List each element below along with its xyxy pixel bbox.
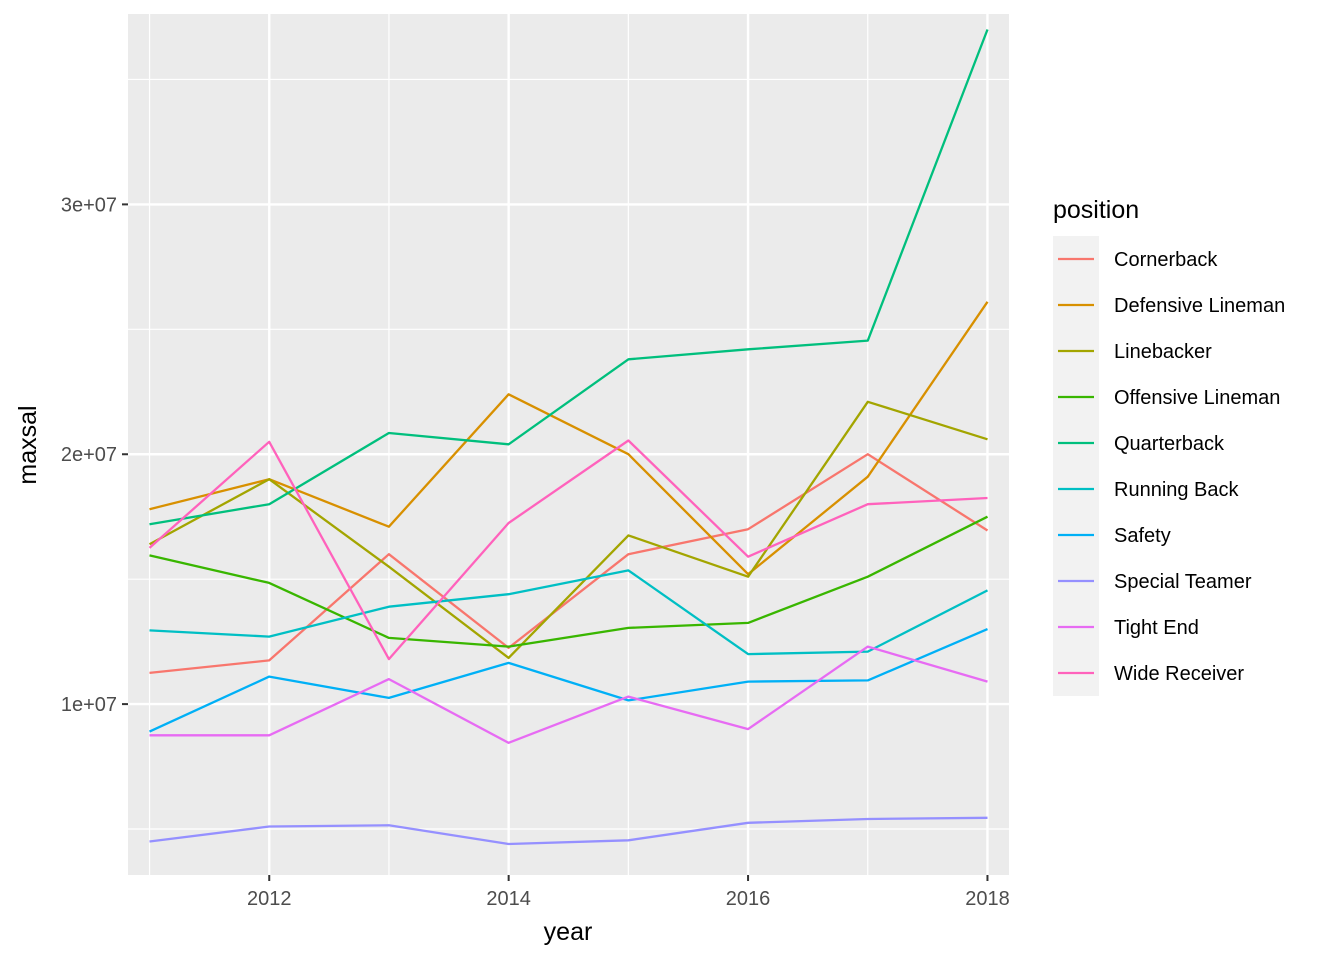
series-line-defensive-lineman: [149, 301, 989, 576]
legend-label: Tight End: [1114, 617, 1199, 639]
legend-label: Linebacker: [1114, 341, 1212, 363]
x-tick-label: 2016: [726, 888, 771, 910]
legend-item-quarterback: Quarterback: [1058, 433, 1225, 455]
legend-item-safety: Safety: [1058, 525, 1171, 547]
legend-item-running-back: Running Back: [1058, 479, 1240, 501]
legend-label: Special Teamer: [1114, 571, 1252, 593]
legend-label: Wide Receiver: [1114, 663, 1244, 685]
x-axis: 2012 2014 2016 2018: [247, 875, 1010, 910]
series-line-cornerback: [149, 453, 989, 675]
series-line-offensive-lineman: [149, 515, 989, 648]
legend-key-background: [1053, 236, 1099, 696]
legend-item-cornerback: Cornerback: [1058, 249, 1218, 271]
x-axis-title: year: [544, 918, 593, 946]
legend-item-wide-receiver: Wide Receiver: [1058, 663, 1244, 685]
y-tick-label: 1e+07: [61, 694, 117, 716]
y-axis-title: maxsal: [14, 405, 42, 484]
series-line-quarterback: [149, 29, 989, 526]
series-line-tight-end: [149, 645, 988, 744]
legend-item-linebacker: Linebacker: [1058, 341, 1212, 363]
x-tick-label: 2018: [965, 888, 1010, 910]
y-tick-label: 2e+07: [61, 444, 117, 466]
legend-title: position: [1053, 196, 1139, 224]
legend-label: Running Back: [1114, 479, 1240, 501]
legend-item-offensive-lineman: Offensive Lineman: [1058, 387, 1280, 409]
legend: position Cornerback Defensive Lineman Line…: [1053, 196, 1285, 696]
legend-items: Cornerback Defensive Lineman Linebacker Off…: [1058, 249, 1285, 685]
plot-panel: [128, 14, 1009, 875]
y-axis: 1e+07 2e+07 3e+07: [61, 194, 128, 716]
series-line-safety: [149, 628, 988, 733]
legend-item-special-teamer: Special Teamer: [1058, 571, 1252, 593]
legend-label: Quarterback: [1114, 433, 1225, 455]
x-tick-label: 2012: [247, 888, 292, 910]
minor-gridlines: [128, 14, 1009, 875]
series-line-special-teamer: [149, 816, 988, 846]
legend-label: Defensive Lineman: [1114, 295, 1285, 317]
series-line-running-back: [149, 569, 989, 656]
legend-label: Safety: [1114, 525, 1171, 547]
series-line-wide-receiver: [148, 439, 988, 661]
y-tick-label: 3e+07: [61, 194, 117, 216]
x-tick-label: 2014: [486, 888, 531, 910]
legend-item-tight-end: Tight End: [1058, 617, 1199, 639]
legend-label: Offensive Lineman: [1114, 387, 1280, 409]
legend-label: Cornerback: [1114, 249, 1218, 271]
series-lines: [148, 29, 989, 846]
series-line-linebacker: [148, 400, 988, 660]
legend-item-defensive-lineman: Defensive Lineman: [1058, 295, 1285, 317]
